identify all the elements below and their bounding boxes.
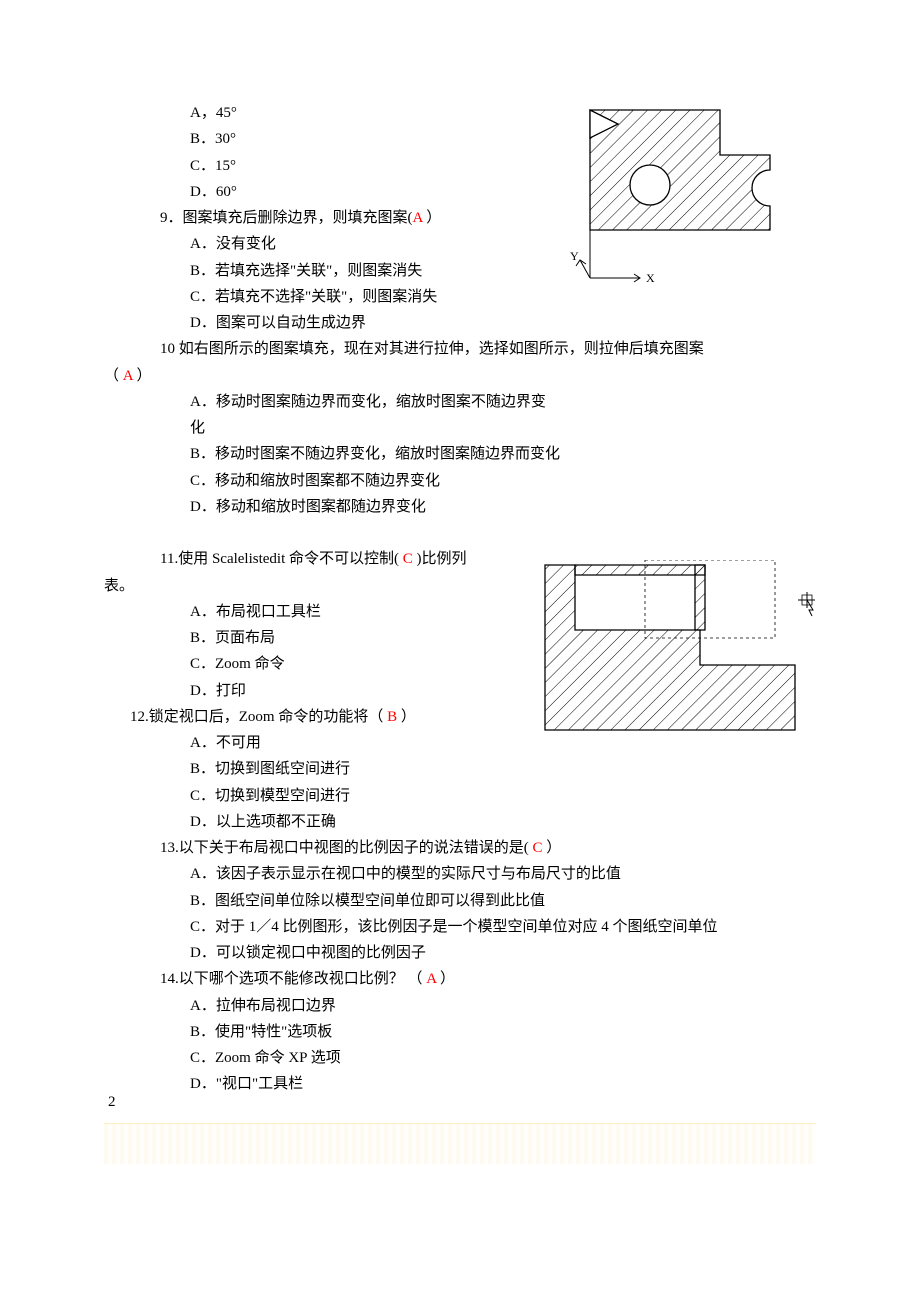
q13-option-d: D．可以锁定视口中视图的比例因子 — [60, 940, 860, 966]
axis-x-label: X — [646, 271, 655, 285]
footer-watermark-bar — [104, 1123, 816, 1164]
axis-y-label: Y — [570, 249, 579, 263]
q12-option-b: B．切换到图纸空间进行 — [60, 756, 860, 782]
q14-stem-after: ） — [436, 971, 455, 987]
q11-answer: C — [403, 551, 413, 567]
q9-stem-after: ） — [423, 210, 442, 226]
q13-stem-after: ） — [543, 840, 562, 856]
page-content: X Y A，45° B．30° C．15° D．60° 9．图案填充后删除边界，… — [60, 100, 860, 1098]
q10-option-d: D．移动和缩放时图案都随边界变化 — [60, 494, 860, 520]
q10-stem-after: ） — [133, 368, 152, 384]
q14-option-b: B．使用"特性"选项板 — [60, 1019, 860, 1045]
cursor-icon — [798, 592, 815, 616]
figure-q10-hatch — [540, 560, 820, 754]
q13-answer: C — [533, 840, 543, 856]
q13-option-c: C．对于 1／4 比例图形，该比例因子是一个模型空间单位对应 4 个图纸空间单位 — [60, 914, 860, 940]
q9-option-d: D．图案可以自动生成边界 — [60, 310, 860, 336]
q10-stem-line2: （ A ） — [60, 363, 860, 389]
q14-option-d: D．"视口"工具栏 — [60, 1071, 860, 1097]
q11-stem-before: 11.使用 Scalelistedit 命令不可以控制( — [160, 551, 403, 567]
q14-option-c: C．Zoom 命令 XP 选项 — [60, 1045, 860, 1071]
q14-stem-before: 14.以下哪个选项不能修改视口比例？ （ — [160, 971, 426, 987]
q12-option-c: C．切换到模型空间进行 — [60, 783, 860, 809]
q9-answer: A — [413, 210, 423, 226]
q10-stem-line1: 10 如右图所示的图案填充，现在对其进行拉伸，选择如图所示，则拉伸后填充图案 — [60, 336, 860, 362]
figure-q8-hatch: X Y — [530, 100, 780, 299]
q10-option-b: B．移动时图案不随边界变化，缩放时图案随边界而变化 — [60, 441, 860, 467]
q10-answer: A — [123, 368, 133, 384]
q10-option-a: A．移动时图案随边界而变化，缩放时图案不随边界变化 — [60, 389, 860, 442]
q10-stem-before: （ — [104, 368, 123, 384]
q12-stem-after: ） — [401, 709, 416, 725]
page-number: 2 — [108, 1089, 116, 1115]
q10-option-c: C．移动和缩放时图案都不随边界变化 — [60, 468, 860, 494]
q12-option-d: D．以上选项都不正确 — [60, 809, 860, 835]
q13-stem-before: 13.以下关于布局视口中视图的比例因子的说法错误的是( — [160, 840, 533, 856]
q14-stem: 14.以下哪个选项不能修改视口比例？ （ A ） — [60, 966, 860, 992]
q13-option-a: A．该因子表示显示在视口中的模型的实际尺寸与布局尺寸的比值 — [60, 861, 860, 887]
q11-stem-after: )比例列 — [413, 551, 467, 567]
q14-option-a: A．拉伸布局视口边界 — [60, 993, 860, 1019]
q13-stem: 13.以下关于布局视口中视图的比例因子的说法错误的是( C ） — [60, 835, 860, 861]
q13-option-b: B．图纸空间单位除以模型空间单位即可以得到此比值 — [60, 888, 860, 914]
q12-stem-before: 12.锁定视口后，Zoom 命令的功能将（ — [130, 709, 383, 725]
q9-stem-before: 9．图案填充后删除边界，则填充图案( — [160, 210, 413, 226]
q12-answer: B — [383, 709, 401, 725]
q14-answer: A — [426, 971, 436, 987]
